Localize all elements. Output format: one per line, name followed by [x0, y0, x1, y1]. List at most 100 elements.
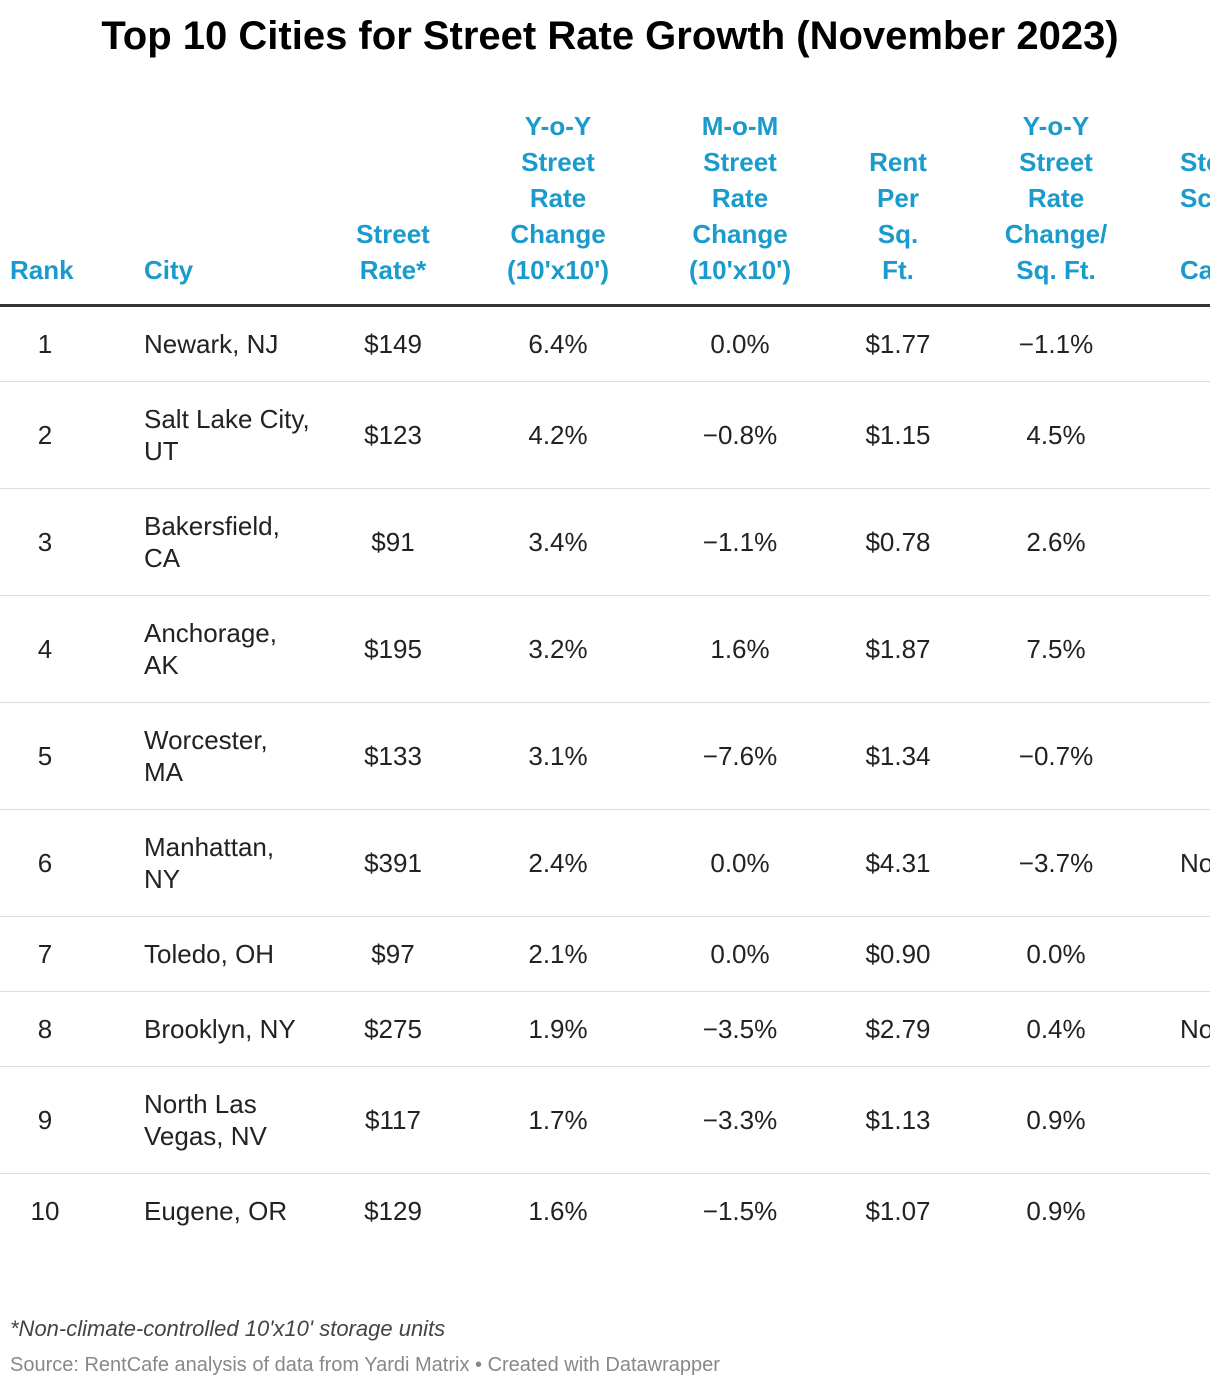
data-table: Rank City Street Rate* Y-o-Y Street Rate Ch…	[0, 108, 1210, 1248]
table-cell: 2.4%	[456, 809, 660, 917]
table-cell: 6.4%	[456, 305, 660, 382]
table-cell: 2	[0, 381, 134, 489]
source: Source: RentCafe analysis of data from Y…	[10, 1354, 720, 1376]
table-cell: $1.87	[820, 595, 976, 703]
table-cell: 3.1%	[456, 702, 660, 810]
table-cell: $117	[330, 1066, 456, 1174]
table-cell: 2.6%	[976, 488, 1136, 596]
table-cell	[1136, 381, 1210, 489]
table-cell: Newark, NJ	[134, 305, 330, 382]
table-row: 4 Anchorage, AK $195 3.2% 1.6% $1.87 7.5%	[0, 595, 1210, 703]
column-header: Rent Per Sq. Ft.	[820, 108, 976, 307]
table-cell: 1.6%	[528, 1196, 588, 1226]
table-cell: $391	[330, 809, 456, 917]
table-cell: 1.6%	[660, 595, 820, 703]
table-cell: 3.4%	[456, 488, 660, 596]
table-cell: Eugene, OR	[144, 1196, 288, 1226]
table-cell: −1.5%	[702, 1196, 778, 1226]
table-cell: −3.7%	[976, 809, 1136, 917]
table-cell: No	[1136, 991, 1210, 1067]
table-cell: 4.2%	[456, 381, 660, 489]
table-cell: $133	[330, 702, 456, 810]
table-cell	[1136, 702, 1210, 810]
column-header: City	[134, 108, 330, 307]
table-cell: 0.9%	[1026, 1196, 1086, 1226]
table-cell: $91	[330, 488, 456, 596]
table-row: 8 Brooklyn, NY $275 1.9% −3.5% $2.79 0.4% No	[0, 991, 1210, 1067]
table-cell	[1136, 1174, 1210, 1249]
table-cell: 0.0%	[660, 305, 820, 382]
table-cell: Worcester, MA	[134, 702, 330, 810]
table-cell: 7.5%	[976, 595, 1136, 703]
table-title: Top 10 Cities for Street Rate Growth (No…	[101, 14, 1119, 58]
column-header: Rank	[0, 108, 134, 307]
table-cell: $1.34	[820, 702, 976, 810]
column-header: Y-o-Y Street Rate Change (10'x10')	[456, 108, 660, 307]
table-cell: $4.31	[820, 809, 976, 917]
table-cell: 6	[0, 809, 134, 917]
table-cell	[1136, 488, 1210, 596]
table-cell: −1.1%	[660, 488, 820, 596]
table-cell	[1136, 305, 1210, 382]
table-row: 1 Newark, NJ $149 6.4% 0.0% $1.77 −1.1%	[0, 305, 1210, 382]
table-cell: −0.8%	[660, 381, 820, 489]
table-row: 3 Bakersfield, CA $91 3.4% −1.1% $0.78 2.6%	[0, 488, 1210, 596]
table-cell: $0.78	[820, 488, 976, 596]
table-cell	[1136, 1066, 1210, 1174]
table-cell: 4.5%	[976, 381, 1136, 489]
table-cell: 2.1%	[456, 916, 660, 992]
table-cell: 1	[0, 305, 134, 382]
table-cell: $195	[330, 595, 456, 703]
table-cell: −3.3%	[660, 1066, 820, 1174]
table-cell: $1.13	[820, 1066, 976, 1174]
table-cell: 9	[0, 1066, 134, 1174]
table-cell	[1136, 595, 1210, 703]
table-row: 7 Toledo, OH $97 2.1% 0.0% $0.90 0.0%	[0, 916, 1210, 992]
table-cell: 4	[0, 595, 134, 703]
table-row: 9 North Las Vegas, NV $117 1.7% −3.3% $1.13 0.…	[0, 1066, 1210, 1174]
column-header: M-o-M Street Rate Change (10'x10')	[660, 108, 820, 307]
table-cell: $2.79	[820, 991, 976, 1067]
table-row: 6 Manhattan, NY $391 2.4% 0.0% $4.31 −3.7% No	[0, 809, 1210, 917]
table-container: Rank City Street Rate* Y-o-Y Street Rate Ch…	[0, 108, 1210, 1248]
table-cell: 0.9%	[976, 1066, 1136, 1174]
table-cell: $123	[330, 381, 456, 489]
header-row: Rank City Street Rate* Y-o-Y Street Rate Ch…	[0, 108, 1210, 307]
footnote: *Non-climate-controlled 10'x10' storage …	[10, 1316, 446, 1341]
column-header: Street Rate*	[330, 108, 456, 307]
table-cell: No	[1136, 809, 1210, 917]
table-cell: Brooklyn, NY	[134, 991, 330, 1067]
table-cell: 0.0%	[660, 916, 820, 992]
table-cell: 7	[0, 916, 134, 992]
table-cell: $1.77	[820, 305, 976, 382]
table-cell: 3.2%	[456, 595, 660, 703]
table-cell: $129	[364, 1196, 422, 1226]
table-cell	[1136, 916, 1210, 992]
table-cell: 5	[0, 702, 134, 810]
table-row: 2 Salt Lake City, UT $123 4.2% −0.8% $1.15 4.5…	[0, 381, 1210, 489]
table-row: 10 Eugene, OR $129 1.6% −1.5% $1.07 0.9%	[0, 1174, 1210, 1249]
table-cell: $97	[330, 916, 456, 992]
table-cell: −0.7%	[976, 702, 1136, 810]
table-cell: $149	[330, 305, 456, 382]
table-cell: 0.4%	[976, 991, 1136, 1067]
table-cell: $1.15	[820, 381, 976, 489]
table-cell: 3	[0, 488, 134, 596]
table-cell: $0.90	[820, 916, 976, 992]
column-header: Y-o-Y Street Rate Change/ Sq. Ft.	[976, 108, 1136, 307]
table-cell: $1.07	[865, 1196, 931, 1226]
table-body: 1 Newark, NJ $149 6.4% 0.0% $1.77 −1.1% 2 Salt L…	[0, 305, 1210, 1249]
table-cell: 0.0%	[976, 916, 1136, 992]
table-cell: 8	[0, 991, 134, 1067]
table-cell: 1.7%	[456, 1066, 660, 1174]
table-cell: Bakersfield, CA	[134, 488, 330, 596]
table-cell: −1.1%	[976, 305, 1136, 382]
table-cell: −7.6%	[660, 702, 820, 810]
table-cell: $275	[330, 991, 456, 1067]
table-cell: 0.0%	[660, 809, 820, 917]
table-cell: Manhattan, NY	[134, 809, 330, 917]
table-cell: 10	[30, 1196, 60, 1226]
table-cell: 1.9%	[456, 991, 660, 1067]
table-row: 5 Worcester, MA $133 3.1% −7.6% $1.34 −0.7%	[0, 702, 1210, 810]
